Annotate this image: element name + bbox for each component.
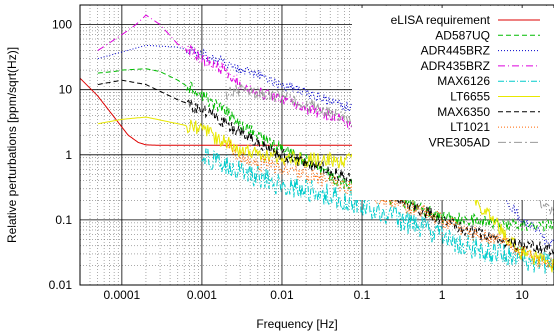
legend-label: LT1021 (450, 120, 490, 134)
series-line-lt1021 (225, 140, 554, 269)
y-axis-label: Relative perturbations [ppm/sqrt(Hz)] (5, 47, 19, 243)
x-tick-label: 1 (439, 288, 446, 302)
x-tick-label: 0.01 (270, 288, 294, 302)
legend-label: AD587UQ (435, 28, 490, 42)
series-line-max6350 (97, 79, 554, 257)
y-tick-label: 0.01 (49, 278, 73, 292)
legend-label: VRE305AD (429, 135, 491, 149)
legend-label: ADR435BRZ (421, 59, 490, 73)
tick-labels: 0.0001 0.001 0.01 0.1 1 10 0.01 0.1 1 10 100 (49, 18, 529, 302)
series-line-max6126 (201, 148, 554, 276)
y-tick-label: 0.1 (55, 213, 72, 227)
legend-label: MAX6350 (437, 105, 490, 119)
x-tick-label: 0.0001 (104, 288, 141, 302)
y-tick-label: 10 (59, 83, 73, 97)
legend-label: MAX6126 (437, 74, 490, 88)
legend-label: eLISA requirement (391, 13, 491, 27)
plot-frame (79, 4, 554, 286)
x-tick-label: 0.001 (187, 288, 217, 302)
grid (80, 5, 554, 285)
series-line-ad587uq (97, 68, 554, 232)
y-tick-label: 1 (65, 148, 72, 162)
x-tick-label: 10 (515, 288, 529, 302)
series-line-lt6655 (97, 116, 554, 273)
x-tick-label: 0.1 (354, 288, 371, 302)
legend-label: ADR445BRZ (421, 44, 490, 58)
x-axis-label: Frequency [Hz] (256, 317, 337, 331)
legend-background (352, 8, 554, 200)
y-tick-label: 100 (52, 18, 72, 32)
legend-label: LT6655 (450, 90, 490, 104)
